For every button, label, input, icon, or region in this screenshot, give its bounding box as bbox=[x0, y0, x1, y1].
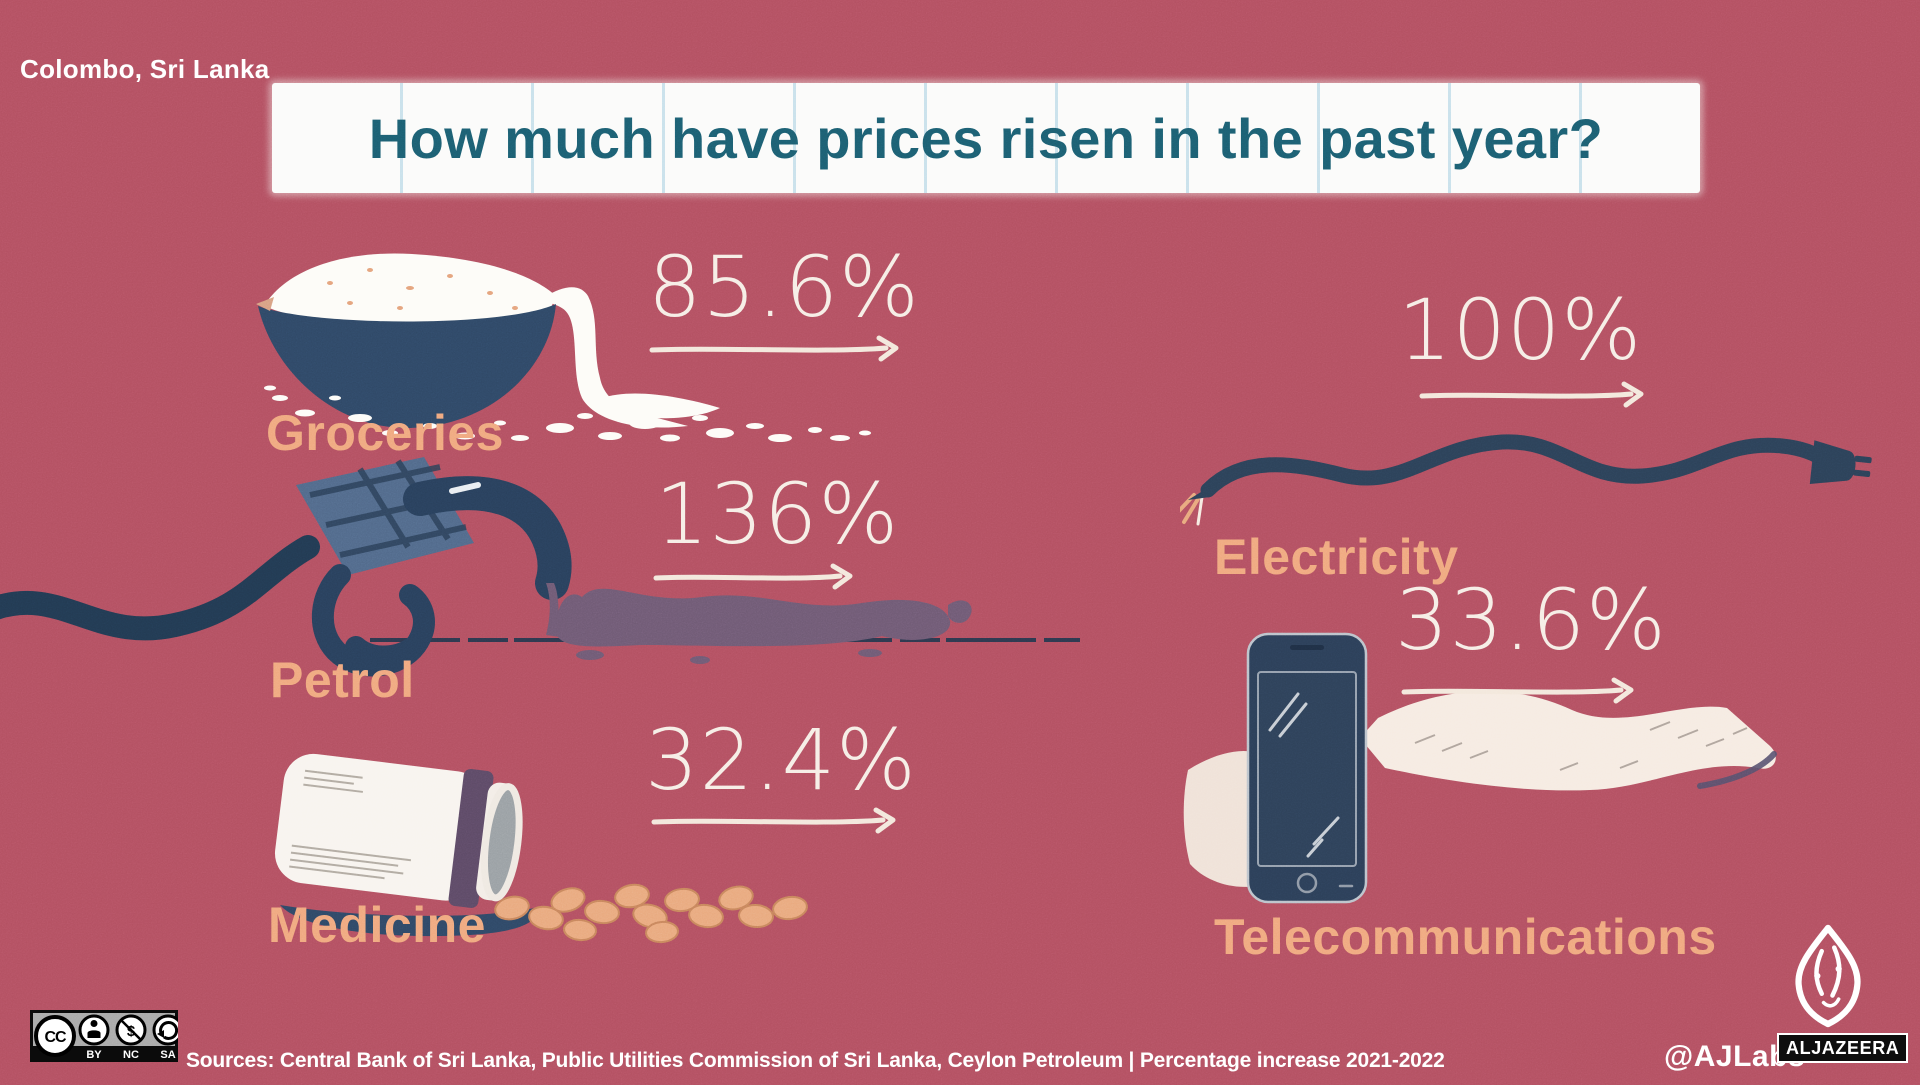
medicine-label: Medicine bbox=[268, 897, 486, 953]
cc-by-label: BY bbox=[86, 1049, 102, 1061]
svg-text:CC: CC bbox=[44, 1029, 67, 1046]
fuel-hose bbox=[0, 535, 320, 641]
groceries-label: Groceries bbox=[266, 405, 504, 461]
increase-arrow bbox=[653, 563, 853, 590]
electricity-value: 100% bbox=[1398, 281, 1643, 379]
petrol-puddle bbox=[546, 583, 972, 664]
smartphone bbox=[1246, 632, 1368, 904]
fuel-nozzle bbox=[296, 457, 572, 677]
location-label: Colombo, Sri Lanka bbox=[20, 54, 270, 84]
pill-bottle bbox=[274, 753, 523, 908]
aljazeera-wordmark: ALJAZEERA bbox=[1777, 1033, 1909, 1063]
receipt-left-flap bbox=[1183, 750, 1256, 887]
power-plug bbox=[1809, 440, 1872, 484]
increase-arrow bbox=[1419, 381, 1644, 408]
increase-arrow bbox=[1401, 677, 1634, 704]
telecom-label: Telecommunications bbox=[1214, 909, 1717, 965]
medicine-value: 32.4% bbox=[645, 711, 917, 809]
title-banner: How much have prices risen in the past y… bbox=[272, 83, 1700, 193]
cc-nc-icon: $ bbox=[115, 1014, 147, 1046]
power-cable-illustration bbox=[1180, 434, 1872, 526]
cc-nc-label: NC bbox=[123, 1049, 139, 1061]
increase-arrow bbox=[649, 335, 899, 362]
increase-arrow bbox=[651, 807, 896, 834]
creative-commons-license-badge: CC $ BY NC SA bbox=[30, 1010, 178, 1062]
cc-by-icon bbox=[78, 1014, 110, 1046]
spilled-pills bbox=[494, 883, 808, 944]
aljazeera-flame-logo bbox=[1795, 924, 1861, 1028]
petrol-value: 136% bbox=[655, 465, 900, 563]
cc-sa-icon bbox=[152, 1014, 178, 1046]
petrol-label: Petrol bbox=[270, 652, 415, 708]
sources-note: Sources: Central Bank of Sri Lanka, Publ… bbox=[186, 1049, 1445, 1072]
page-title: How much have prices risen in the past y… bbox=[368, 106, 1604, 170]
power-cable bbox=[1200, 434, 1832, 498]
cc-sa-label: SA bbox=[160, 1049, 175, 1061]
fuel-nozzle-illustration bbox=[0, 457, 1080, 677]
cc-icon: CC bbox=[34, 1015, 76, 1057]
telecom-value: 33.6% bbox=[1395, 571, 1667, 669]
groceries-value: 85.6% bbox=[648, 238, 920, 336]
receipt-ribbon bbox=[1360, 691, 1777, 791]
